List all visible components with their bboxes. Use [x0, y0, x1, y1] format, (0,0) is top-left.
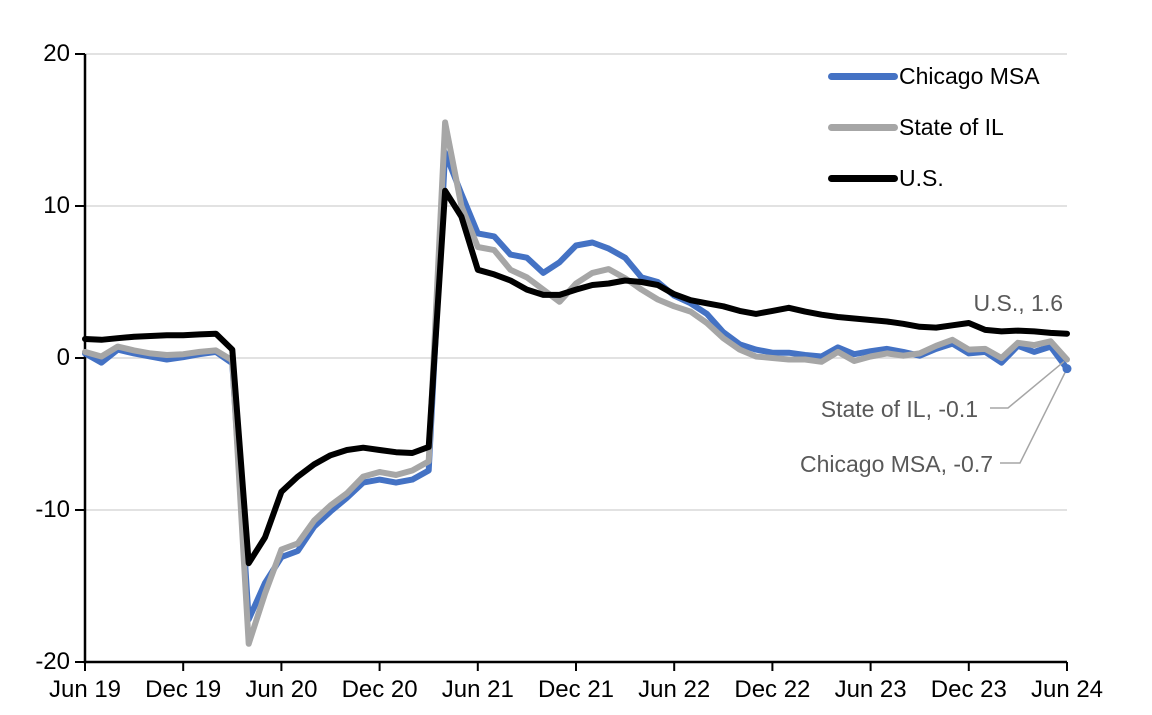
y-axis-tick-label: 0: [56, 344, 70, 371]
y-axis-tick-label: 10: [43, 192, 70, 219]
series-line-state-of-il: [82, 119, 1070, 647]
x-axis-tick-label: Dec 22: [734, 676, 811, 703]
y-axis-tick-label: -20: [35, 648, 70, 675]
chicago-msa-line-swatch-icon: [828, 72, 898, 80]
legend-item-state-of-il: State of IL: [828, 112, 1040, 142]
x-axis-tick-label: Jun 20: [245, 676, 318, 703]
legend-label-state-of-il: State of IL: [899, 113, 1004, 140]
legend-item-chicago-msa: Chicago MSA: [828, 61, 1040, 91]
x-axis-tick-label: Jun 22: [638, 676, 711, 703]
series-line-u-s: [82, 187, 1070, 567]
state-of-il-leader-line: [990, 360, 1065, 409]
chicago-msa-leader-line: [1000, 372, 1066, 464]
end-point-marker-chicago-msa: [1062, 364, 1072, 374]
x-axis-tick-label: Jun 24: [1030, 676, 1104, 703]
chicago-msa-end-data-label: Chicago MSA, -0.7: [799, 451, 993, 477]
x-axis-tick-label: Jun 21: [441, 676, 514, 703]
x-axis-tick-label: Jun 23: [834, 676, 907, 703]
state-of-il-line-swatch-icon: [828, 123, 898, 131]
legend: Chicago MSA State of IL U.S.: [828, 61, 1040, 193]
x-axis-tick-label: Dec 19: [145, 676, 222, 703]
legend-label-chicago-msa: Chicago MSA: [899, 62, 1040, 89]
x-axis-tick-label: Dec 20: [341, 676, 418, 703]
y-axis-tick-label: -10: [35, 496, 70, 523]
us-line-swatch-icon: [828, 174, 898, 182]
state-of-il-end-data-label: State of IL, -0.1: [820, 396, 978, 422]
y-axis-tick-label: 20: [43, 40, 70, 67]
legend-label-us: U.S.: [899, 164, 944, 191]
legend-item-us: U.S.: [828, 163, 1040, 193]
x-axis-tick-label: Dec 23: [930, 676, 1007, 703]
x-axis-tick-label: Dec 21: [537, 676, 615, 703]
us-end-data-label: U.S., 1.6: [973, 290, 1063, 316]
x-axis-tick-label: Jun 19: [48, 676, 122, 703]
